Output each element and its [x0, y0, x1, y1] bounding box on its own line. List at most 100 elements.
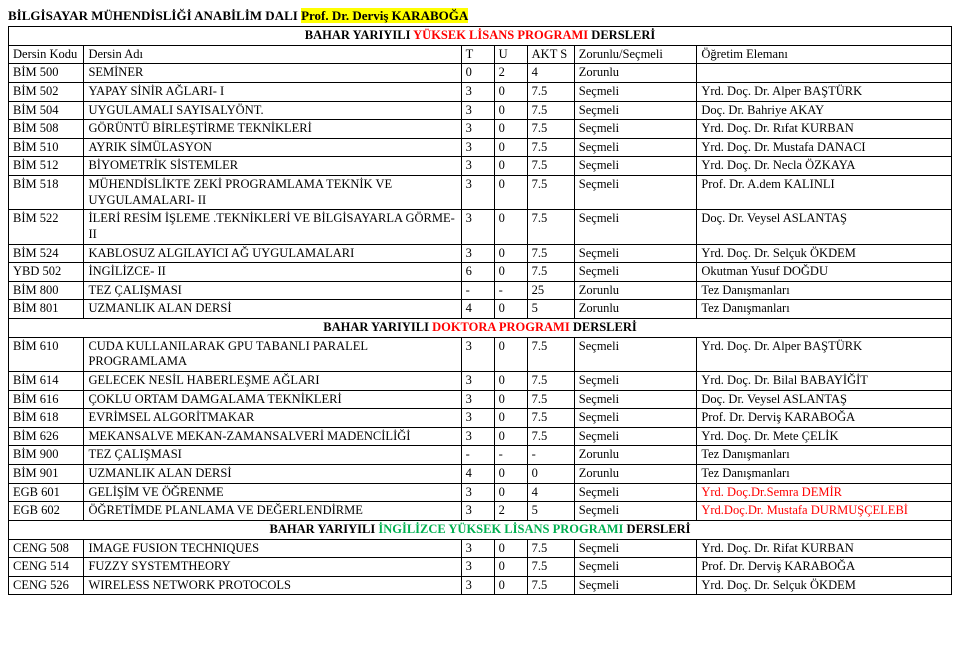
- cell-zs: Zorunlu: [574, 300, 697, 319]
- cell-zs: Seçmeli: [574, 539, 697, 558]
- cell-ogr: Yrd.Doç.Dr. Mustafa DURMUŞÇELEBİ: [697, 502, 952, 521]
- cell-akt: 7.5: [527, 539, 574, 558]
- cell-ogr: Yrd. Doç. Dr. Bilal BABAYİĞİT: [697, 371, 952, 390]
- cell-ogr: Prof. Dr. Derviş KARABOĞA: [697, 558, 952, 577]
- cell-zs: Seçmeli: [574, 409, 697, 428]
- cell-t: 3: [461, 539, 494, 558]
- cell-ogr: Doç. Dr. Veysel ASLANTAŞ: [697, 390, 952, 409]
- col-name: Dersin Adı: [84, 45, 461, 64]
- cell-code: BİM 524: [9, 244, 84, 263]
- cell-u: 0: [494, 157, 527, 176]
- cell-u: 0: [494, 210, 527, 244]
- cell-akt: 7.5: [527, 263, 574, 282]
- cell-ogr: Prof. Dr. Derviş KARABOĞA: [697, 409, 952, 428]
- cell-akt: 4: [527, 483, 574, 502]
- cell-t: 3: [461, 120, 494, 139]
- cell-u: 0: [494, 300, 527, 319]
- cell-name: CUDA KULLANILARAK GPU TABANLI PARALEL PR…: [84, 337, 461, 371]
- cell-akt: 7.5: [527, 157, 574, 176]
- cell-zs: Zorunlu: [574, 64, 697, 83]
- cell-name: MEKANSALVE MEKAN-ZAMANSALVERİ MADENCİLİĞ…: [84, 427, 461, 446]
- cell-code: BİM 500: [9, 64, 84, 83]
- cell-u: 0: [494, 337, 527, 371]
- cell-code: BİM 610: [9, 337, 84, 371]
- cell-name: İLERİ RESİM İŞLEME .TEKNİKLERİ VE BİLGİS…: [84, 210, 461, 244]
- cell-t: 3: [461, 176, 494, 210]
- cell-u: 0: [494, 539, 527, 558]
- cell-name: KABLOSUZ ALGILAYICI AĞ UYGULAMALARI: [84, 244, 461, 263]
- cell-t: 3: [461, 390, 494, 409]
- cell-ogr: Tez Danışmanları: [697, 465, 952, 484]
- cell-ogr: Yrd. Doç. Dr. Selçuk ÖKDEM: [697, 244, 952, 263]
- cell-name: GÖRÜNTÜ BİRLEŞTİRME TEKNİKLERİ: [84, 120, 461, 139]
- cell-akt: 7.5: [527, 244, 574, 263]
- col-code: Dersin Kodu: [9, 45, 84, 64]
- cell-t: 3: [461, 82, 494, 101]
- cell-name: GELİŞİM VE ÖĞRENME: [84, 483, 461, 502]
- cell-zs: Zorunlu: [574, 465, 697, 484]
- cell-akt: 7.5: [527, 558, 574, 577]
- cell-u: 0: [494, 409, 527, 428]
- cell-u: 0: [494, 176, 527, 210]
- cell-zs: Seçmeli: [574, 502, 697, 521]
- cell-zs: Zorunlu: [574, 281, 697, 300]
- cell-code: BİM 901: [9, 465, 84, 484]
- cell-zs: Seçmeli: [574, 101, 697, 120]
- col-ogr: Öğretim Elemanı: [697, 45, 952, 64]
- cell-ogr: Yrd. Doç. Dr. Selçuk ÖKDEM: [697, 576, 952, 595]
- cell-zs: Zorunlu: [574, 446, 697, 465]
- cell-ogr: Yrd. Doç. Dr. Rifat KURBAN: [697, 539, 952, 558]
- cell-name: WIRELESS NETWORK PROTOCOLS: [84, 576, 461, 595]
- table-row: BİM 518MÜHENDİSLİKTE ZEKİ PROGRAMLAMA TE…: [9, 176, 952, 210]
- cell-zs: Seçmeli: [574, 82, 697, 101]
- cell-t: -: [461, 281, 494, 300]
- cell-zs: Seçmeli: [574, 210, 697, 244]
- cell-name: GELECEK NESİL HABERLEŞME AĞLARI: [84, 371, 461, 390]
- cell-code: BİM 510: [9, 138, 84, 157]
- cell-name: YAPAY SİNİR AĞLARI- I: [84, 82, 461, 101]
- cell-u: 0: [494, 263, 527, 282]
- cell-name: UZMANLIK ALAN DERSİ: [84, 465, 461, 484]
- cell-code: BİM 801: [9, 300, 84, 319]
- cell-code: BİM 900: [9, 446, 84, 465]
- cell-ogr: Prof. Dr. A.dem KALINLI: [697, 176, 952, 210]
- cell-u: 2: [494, 64, 527, 83]
- cell-akt: 7.5: [527, 427, 574, 446]
- cell-name: BİYOMETRİK SİSTEMLER: [84, 157, 461, 176]
- cell-akt: 7.5: [527, 576, 574, 595]
- cell-zs: Seçmeli: [574, 138, 697, 157]
- cell-akt: 7.5: [527, 176, 574, 210]
- cell-t: 3: [461, 483, 494, 502]
- cell-t: 3: [461, 427, 494, 446]
- cell-t: 3: [461, 502, 494, 521]
- cell-zs: Seçmeli: [574, 337, 697, 371]
- table-row: BİM 614GELECEK NESİL HABERLEŞME AĞLARI30…: [9, 371, 952, 390]
- cell-akt: 7.5: [527, 82, 574, 101]
- table-row: BİM 800TEZ ÇALIŞMASI--25ZorunluTez Danış…: [9, 281, 952, 300]
- cell-akt: 7.5: [527, 138, 574, 157]
- table-row: BİM 618EVRİMSEL ALGORİTMAKAR307.5Seçmeli…: [9, 409, 952, 428]
- cell-u: 0: [494, 371, 527, 390]
- cell-code: BİM 512: [9, 157, 84, 176]
- cell-akt: 25: [527, 281, 574, 300]
- cell-zs: Seçmeli: [574, 263, 697, 282]
- cell-ogr: Yrd. Doç. Dr. Alper BAŞTÜRK: [697, 337, 952, 371]
- table-row: BİM 524KABLOSUZ ALGILAYICI AĞ UYGULAMALA…: [9, 244, 952, 263]
- col-zs: Zorunlu/Seçmeli: [574, 45, 697, 64]
- cell-name: ÖĞRETİMDE PLANLAMA VE DEĞERLENDİRME: [84, 502, 461, 521]
- cell-akt: -: [527, 446, 574, 465]
- section-title: BAHAR YARIYILI İNGİLİZCE YÜKSEK LİSANS P…: [9, 520, 952, 539]
- cell-name: EVRİMSEL ALGORİTMAKAR: [84, 409, 461, 428]
- courses-table: BAHAR YARIYILI YÜKSEK LİSANS PROGRAMI DE…: [8, 26, 952, 595]
- cell-name: İNGİLİZCE- II: [84, 263, 461, 282]
- table-row: BİM 500SEMİNER024Zorunlu: [9, 64, 952, 83]
- table-row: BİM 616ÇOKLU ORTAM DAMGALAMA TEKNİKLERİ3…: [9, 390, 952, 409]
- table-row: BİM 901UZMANLIK ALAN DERSİ400ZorunluTez …: [9, 465, 952, 484]
- table-row: BİM 502YAPAY SİNİR AĞLARI- I307.5Seçmeli…: [9, 82, 952, 101]
- cell-name: MÜHENDİSLİKTE ZEKİ PROGRAMLAMA TEKNİK VE…: [84, 176, 461, 210]
- table-row: CENG 514FUZZY SYSTEMTHEORY307.5SeçmeliPr…: [9, 558, 952, 577]
- cell-code: EGB 602: [9, 502, 84, 521]
- cell-name: FUZZY SYSTEMTHEORY: [84, 558, 461, 577]
- cell-ogr: Yrd. Doç. Dr. Mustafa DANACI: [697, 138, 952, 157]
- page-title-prefix: BİLGİSAYAR MÜHENDİSLİĞİ ANABİLİM DALI: [8, 8, 301, 23]
